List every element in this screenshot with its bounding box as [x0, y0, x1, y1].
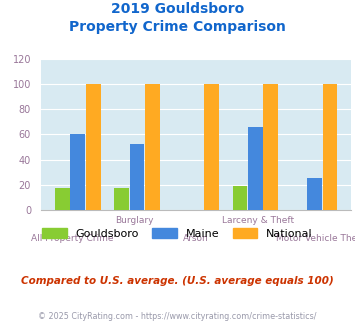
Bar: [248, 127, 263, 210]
Legend: Gouldsboro, Maine, National: Gouldsboro, Maine, National: [38, 224, 317, 244]
Bar: [323, 84, 337, 210]
Text: © 2025 CityRating.com - https://www.cityrating.com/crime-statistics/: © 2025 CityRating.com - https://www.city…: [38, 312, 317, 321]
Bar: [307, 178, 322, 210]
Text: Motor Vehicle Theft: Motor Vehicle Theft: [277, 234, 355, 243]
Bar: [204, 84, 219, 210]
Bar: [130, 145, 144, 210]
Text: All Property Crime: All Property Crime: [31, 234, 113, 243]
Text: Larceny & Theft: Larceny & Theft: [222, 216, 294, 225]
Text: Property Crime Comparison: Property Crime Comparison: [69, 20, 286, 34]
Bar: [70, 134, 85, 210]
Text: Arson: Arson: [183, 234, 209, 243]
Bar: [233, 186, 247, 210]
Bar: [86, 84, 100, 210]
Bar: [263, 84, 278, 210]
Text: Burglary: Burglary: [115, 216, 153, 225]
Text: Compared to U.S. average. (U.S. average equals 100): Compared to U.S. average. (U.S. average …: [21, 276, 334, 285]
Text: 2019 Gouldsboro: 2019 Gouldsboro: [111, 2, 244, 16]
Bar: [55, 188, 70, 210]
Bar: [145, 84, 160, 210]
Bar: [114, 188, 129, 210]
